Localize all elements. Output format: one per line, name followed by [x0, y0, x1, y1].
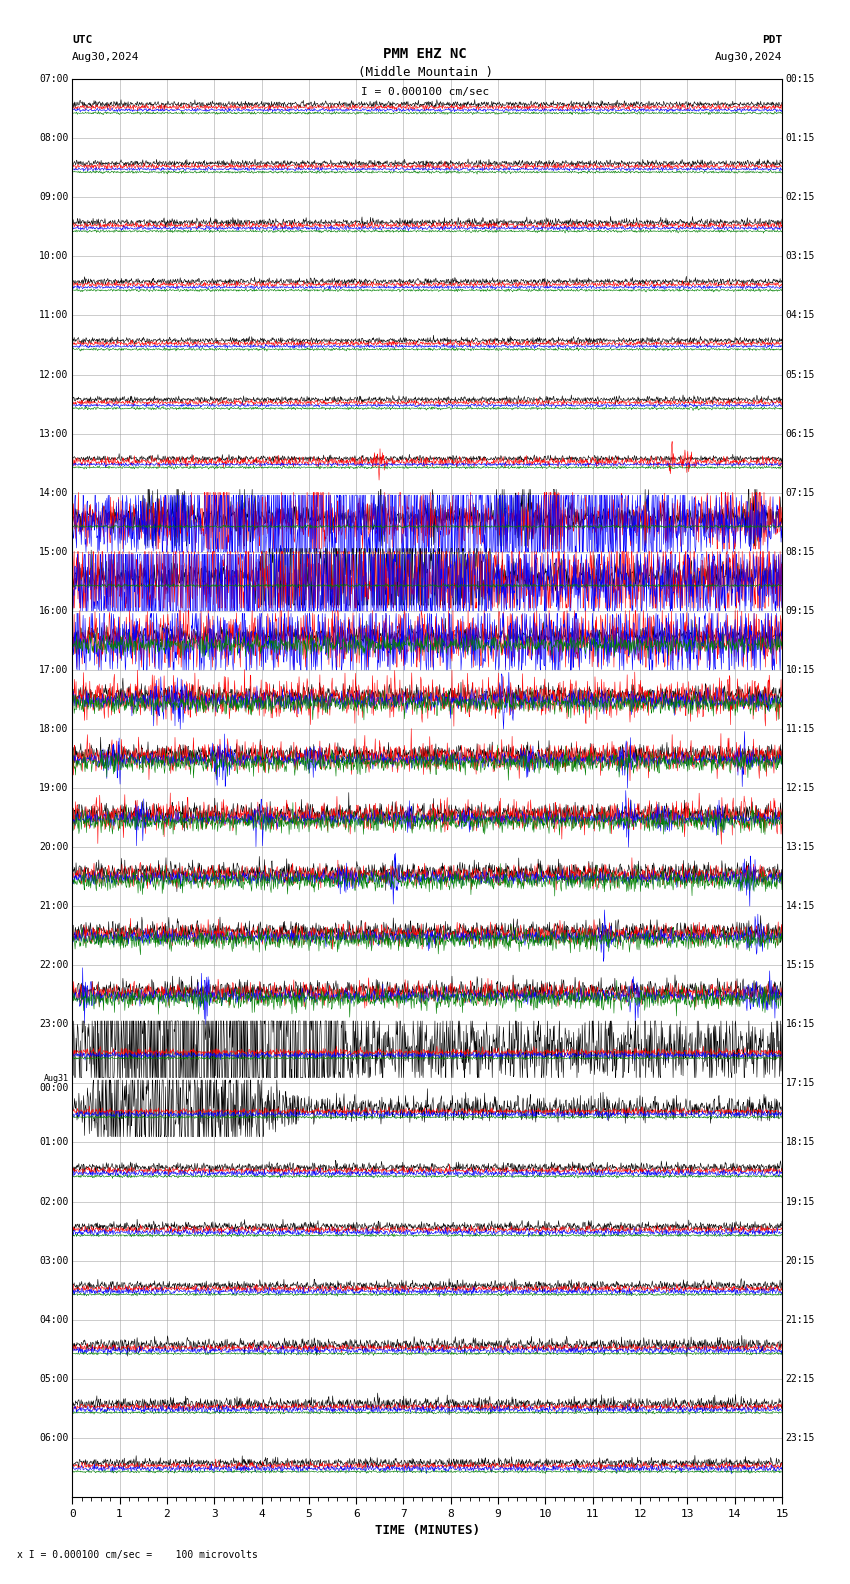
Text: x I = 0.000100 cm/sec =    100 microvolts: x I = 0.000100 cm/sec = 100 microvolts — [17, 1551, 258, 1560]
Text: 06:15: 06:15 — [785, 429, 815, 439]
Text: 07:00: 07:00 — [39, 74, 69, 84]
Text: 16:00: 16:00 — [39, 605, 69, 616]
Text: Aug30,2024: Aug30,2024 — [72, 52, 139, 62]
Text: 04:00: 04:00 — [39, 1315, 69, 1324]
Text: 16:15: 16:15 — [785, 1020, 815, 1030]
Text: UTC: UTC — [72, 35, 93, 44]
Text: 11:15: 11:15 — [785, 724, 815, 733]
Text: 12:00: 12:00 — [39, 369, 69, 380]
Text: 18:15: 18:15 — [785, 1137, 815, 1147]
Text: 01:00: 01:00 — [39, 1137, 69, 1147]
Text: 08:00: 08:00 — [39, 133, 69, 143]
Text: 13:00: 13:00 — [39, 429, 69, 439]
Text: 10:15: 10:15 — [785, 665, 815, 675]
Text: 09:15: 09:15 — [785, 605, 815, 616]
Text: I = 0.000100 cm/sec: I = 0.000100 cm/sec — [361, 87, 489, 97]
Text: 15:15: 15:15 — [785, 960, 815, 971]
Text: 03:15: 03:15 — [785, 252, 815, 261]
Text: 12:15: 12:15 — [785, 782, 815, 794]
Text: 04:15: 04:15 — [785, 310, 815, 320]
Text: 23:00: 23:00 — [39, 1020, 69, 1030]
Text: 14:00: 14:00 — [39, 488, 69, 497]
Text: 20:00: 20:00 — [39, 843, 69, 852]
Text: 23:15: 23:15 — [785, 1434, 815, 1443]
Text: 03:00: 03:00 — [39, 1256, 69, 1266]
Text: 00:00: 00:00 — [39, 1083, 69, 1093]
Text: 08:15: 08:15 — [785, 546, 815, 556]
Text: 07:15: 07:15 — [785, 488, 815, 497]
Text: 21:00: 21:00 — [39, 901, 69, 911]
Text: 19:00: 19:00 — [39, 782, 69, 794]
Text: 01:15: 01:15 — [785, 133, 815, 143]
Text: Aug31: Aug31 — [43, 1074, 69, 1083]
Text: 18:00: 18:00 — [39, 724, 69, 733]
Text: 14:15: 14:15 — [785, 901, 815, 911]
Text: 00:15: 00:15 — [785, 74, 815, 84]
Text: PDT: PDT — [762, 35, 782, 44]
Text: 02:15: 02:15 — [785, 192, 815, 203]
Text: 06:00: 06:00 — [39, 1434, 69, 1443]
Text: 02:00: 02:00 — [39, 1196, 69, 1207]
Text: 20:15: 20:15 — [785, 1256, 815, 1266]
Text: 15:00: 15:00 — [39, 546, 69, 556]
Text: 10:00: 10:00 — [39, 252, 69, 261]
Text: 05:15: 05:15 — [785, 369, 815, 380]
Text: 09:00: 09:00 — [39, 192, 69, 203]
Text: 17:15: 17:15 — [785, 1079, 815, 1088]
Text: Aug30,2024: Aug30,2024 — [715, 52, 782, 62]
Text: 17:00: 17:00 — [39, 665, 69, 675]
Text: 11:00: 11:00 — [39, 310, 69, 320]
Text: 13:15: 13:15 — [785, 843, 815, 852]
X-axis label: TIME (MINUTES): TIME (MINUTES) — [375, 1524, 479, 1536]
Text: 22:00: 22:00 — [39, 960, 69, 971]
Text: (Middle Mountain ): (Middle Mountain ) — [358, 67, 492, 79]
Text: 22:15: 22:15 — [785, 1373, 815, 1384]
Text: 19:15: 19:15 — [785, 1196, 815, 1207]
Text: PMM EHZ NC: PMM EHZ NC — [383, 48, 467, 60]
Text: 21:15: 21:15 — [785, 1315, 815, 1324]
Text: 05:00: 05:00 — [39, 1373, 69, 1384]
